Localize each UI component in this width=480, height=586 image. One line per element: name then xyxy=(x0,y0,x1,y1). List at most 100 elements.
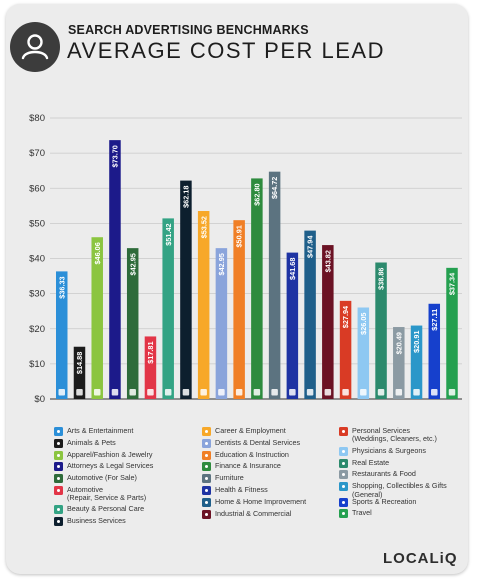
bar-value-label: $73.70 xyxy=(111,145,120,167)
infographic-card: SEARCH ADVERTISING BENCHMARKS AVERAGE CO… xyxy=(6,4,468,574)
car-icon xyxy=(54,474,63,484)
legend-label: Business Services xyxy=(67,515,126,525)
legend-item: Personal Services (Weddings, Cleaners, e… xyxy=(339,426,437,444)
subtitle: SEARCH ADVERTISING BENCHMARKS xyxy=(68,23,309,37)
bar-value-label: $46.06 xyxy=(93,242,102,264)
legend-item: Apparel/Fashion & Jewelry xyxy=(54,450,153,460)
legend-label: Arts & Entertainment xyxy=(67,426,134,435)
bar xyxy=(197,211,210,399)
legend-item: Home & Home Improvement xyxy=(202,496,307,507)
legend-label: Furniture xyxy=(215,473,244,483)
localiq-logo: LOCALiQ xyxy=(383,550,458,567)
y-tick-label: $10 xyxy=(29,359,45,370)
legend-item: Health & Fitness xyxy=(202,485,268,495)
ball-icon xyxy=(339,497,348,507)
legend-label: Health & Fitness xyxy=(215,485,268,494)
bar xyxy=(286,252,299,399)
bar xyxy=(180,180,192,399)
brush-icon xyxy=(164,389,172,396)
legend-item: Industrial & Commercial xyxy=(202,509,291,519)
bar-value-label: $36.33 xyxy=(57,276,66,298)
tooth-icon xyxy=(202,438,211,448)
ball-icon xyxy=(431,389,438,396)
legend-label: Career & Employment xyxy=(215,426,286,435)
bar-value-label: $41.68 xyxy=(288,258,297,280)
bar xyxy=(304,230,316,399)
legend-item: Furniture xyxy=(202,473,244,484)
legend-label: Home & Home Improvement xyxy=(215,496,307,506)
bar xyxy=(144,336,157,399)
y-tick-label: $0 xyxy=(34,394,45,405)
bar xyxy=(215,248,228,399)
building-icon xyxy=(377,389,385,396)
legend-label: Education & Instruction xyxy=(215,449,289,459)
bar-value-label: $62.80 xyxy=(252,183,261,205)
id-card-icon xyxy=(200,389,207,396)
bar-value-label: $20.91 xyxy=(412,331,421,353)
plane-icon xyxy=(339,509,348,519)
bar-value-label: $20.49 xyxy=(394,332,403,354)
legend-item: Animals & Pets xyxy=(54,437,116,448)
wrench-icon xyxy=(147,389,154,396)
bar xyxy=(393,327,405,399)
bar xyxy=(251,178,263,399)
legend-item: Automotive (For Sale) xyxy=(54,473,137,484)
wrench-icon xyxy=(54,486,63,495)
legend-label: Finance & Insurance xyxy=(215,461,281,471)
y-tick-label: $60 xyxy=(29,183,45,194)
gift-icon xyxy=(413,389,420,396)
y-tick-label: $70 xyxy=(29,148,45,159)
bar-value-label: $42.95 xyxy=(128,253,137,275)
bar xyxy=(322,245,334,399)
gavel-icon xyxy=(111,389,119,396)
graduation-cap-icon xyxy=(235,389,243,396)
legend-item: Real Estate xyxy=(339,457,390,468)
legend-label: Real Estate xyxy=(352,457,390,467)
house-icon xyxy=(306,389,314,396)
legend-item: Sports & Recreation xyxy=(339,496,417,507)
bar-value-label: $51.42 xyxy=(164,223,173,245)
palette-icon xyxy=(58,389,65,396)
legend-label: Beauty & Personal Care xyxy=(67,503,145,513)
gavel-icon xyxy=(54,462,63,472)
legend-item: Beauty & Personal Care xyxy=(54,503,145,514)
page-title: AVERAGE COST PER LEAD xyxy=(67,38,385,63)
legend-item: Career & Employment xyxy=(202,426,286,436)
legend-item: Restaurants & Food xyxy=(339,469,416,480)
bar-value-label: $27.94 xyxy=(341,305,350,328)
bar-value-label: $43.82 xyxy=(323,250,332,272)
bar xyxy=(162,218,174,399)
legend-label: Shopping, Collectibles & Gifts (General) xyxy=(352,481,447,499)
legend-item: Physicians & Surgeons xyxy=(339,446,426,456)
fork-knife-icon xyxy=(339,470,348,480)
legend-label: Personal Services (Weddings, Cleaners, e… xyxy=(352,426,437,444)
bar-value-label: $53.52 xyxy=(199,216,208,238)
house-icon xyxy=(202,497,211,507)
palette-icon xyxy=(54,427,63,436)
legend-label: Animals & Pets xyxy=(67,437,116,447)
legend-label: Automotive (For Sale) xyxy=(67,473,137,483)
chart-legend: Arts & Entertainment Animals & Pets Appare… xyxy=(54,426,464,552)
bar-value-label: $42.95 xyxy=(217,253,226,275)
legend-item: Attorneys & Legal Services xyxy=(54,461,153,472)
header: SEARCH ADVERTISING BENCHMARKS AVERAGE CO… xyxy=(6,4,468,74)
legend-item: Shopping, Collectibles & Gifts (General) xyxy=(339,482,447,499)
paw-icon xyxy=(54,438,63,448)
bar xyxy=(375,262,387,399)
y-tick-label: $40 xyxy=(29,254,45,265)
car-icon xyxy=(129,389,136,396)
factory-icon xyxy=(202,509,211,519)
medical-cross-icon xyxy=(360,389,367,396)
building-icon xyxy=(339,458,348,468)
shirt-icon xyxy=(93,389,101,396)
gift-icon xyxy=(339,482,348,492)
bar xyxy=(339,300,352,399)
legend-item: Automotive (Repair, Service & Parts) xyxy=(54,485,146,503)
id-card-icon xyxy=(202,427,211,436)
sofa-icon xyxy=(202,474,211,484)
legend-label: Sports & Recreation xyxy=(352,496,417,506)
bar xyxy=(428,303,441,399)
bar-value-label: $27.11 xyxy=(430,309,439,331)
y-tick-label: $30 xyxy=(29,289,45,300)
user-circle-icon xyxy=(10,22,60,72)
